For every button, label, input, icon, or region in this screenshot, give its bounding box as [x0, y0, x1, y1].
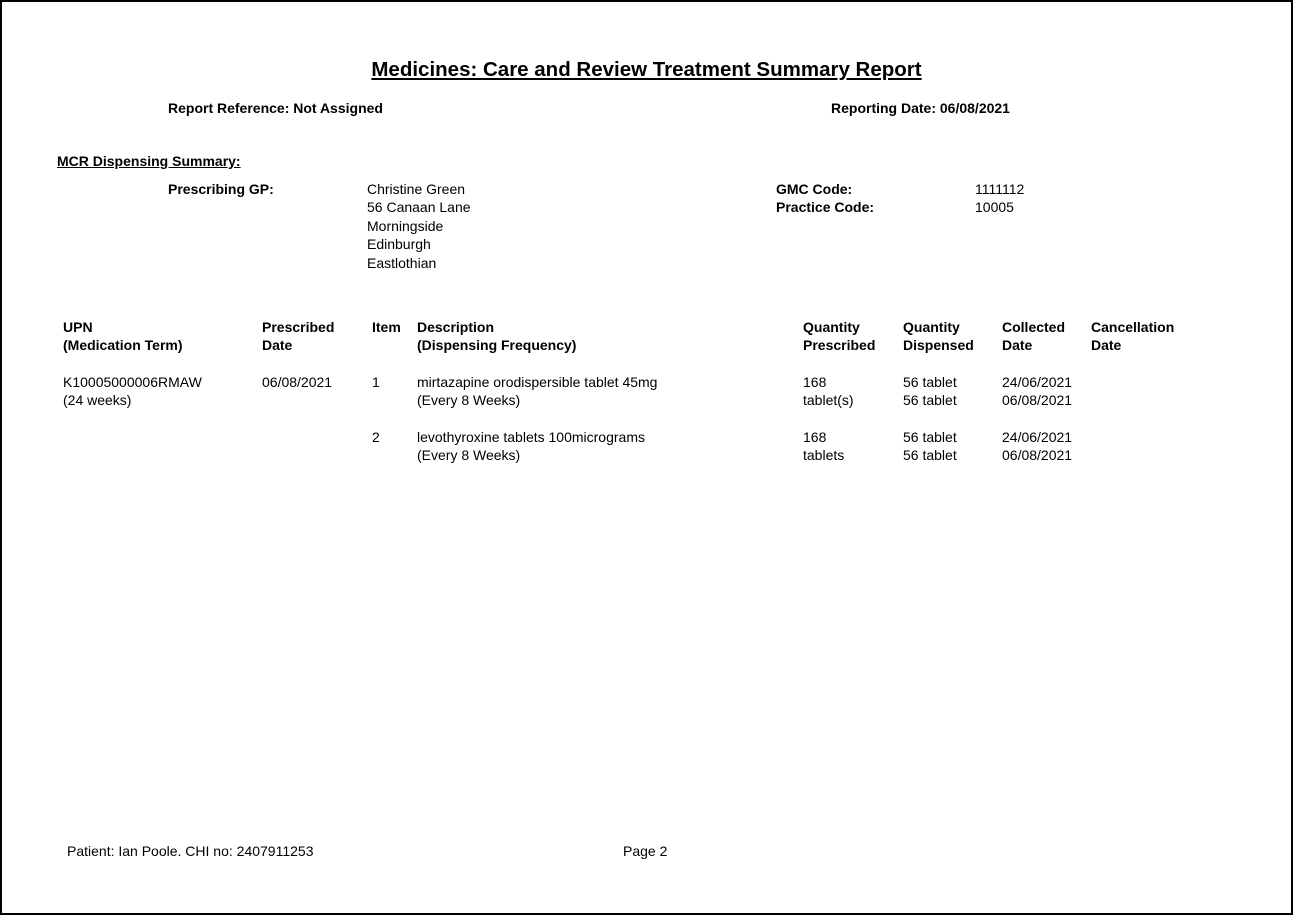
collected-date-cell: 24/06/2021 06/08/2021	[1002, 429, 1073, 464]
reporting-date: Reporting Date: 06/08/2021	[831, 100, 1010, 116]
upn-cell: K10005000006RMAW (24 weeks)	[63, 374, 202, 409]
header-qty-prescribed: Quantity Prescribed	[803, 319, 876, 354]
practice-label: Practice Code:	[776, 199, 875, 215]
report-title: Medicines: Care and Review Treatment Sum…	[371, 58, 922, 81]
footer-patient: Patient: Ian Poole. CHI no: 2407911253	[67, 843, 314, 859]
section-heading: MCR Dispensing Summary:	[57, 153, 241, 169]
gp-address-line: Eastlothian	[367, 255, 437, 271]
gp-address-line: Edinburgh	[367, 236, 431, 252]
prescribed-date-cell: 06/08/2021	[262, 374, 333, 390]
header-description: Description (Dispensing Frequency)	[417, 319, 577, 354]
qty-dispensed-cell: 56 tablet 56 tablet	[903, 429, 957, 464]
report-reference: Report Reference: Not Assigned	[168, 100, 383, 116]
gp-name: Christine Green	[367, 181, 466, 197]
gp-label: Prescribing GP:	[168, 181, 274, 197]
header-cancellation-date: Cancellation Date	[1091, 319, 1175, 354]
header-collected-date: Collected Date	[1002, 319, 1066, 354]
gp-address-line: 56 Canaan Lane	[367, 199, 471, 215]
item-number: 1	[372, 374, 380, 390]
gp-address-line: Morningside	[367, 218, 444, 234]
collected-date-cell: 24/06/2021 06/08/2021	[1002, 374, 1073, 409]
description-cell: levothyroxine tablets 100micrograms (Ever…	[417, 429, 645, 464]
qty-prescribed-cell: 168 tablet(s)	[803, 374, 854, 409]
header-upn: UPN (Medication Term)	[63, 319, 183, 354]
header-qty-dispensed: Quantity Dispensed	[903, 319, 974, 354]
gmc-value: 1111112	[975, 181, 1025, 197]
practice-value: 10005	[975, 199, 1014, 215]
gmc-label: GMC Code:	[776, 181, 853, 197]
header-item: Item	[372, 319, 401, 335]
header-prescribed-date: Prescribed Date	[262, 319, 335, 354]
description-cell: mirtazapine orodispersible tablet 45mg (E…	[417, 374, 658, 409]
qty-dispensed-cell: 56 tablet 56 tablet	[903, 374, 957, 409]
item-number: 2	[372, 429, 380, 445]
qty-prescribed-cell: 168 tablets	[803, 429, 845, 464]
footer-page-number: Page 2	[623, 843, 668, 859]
